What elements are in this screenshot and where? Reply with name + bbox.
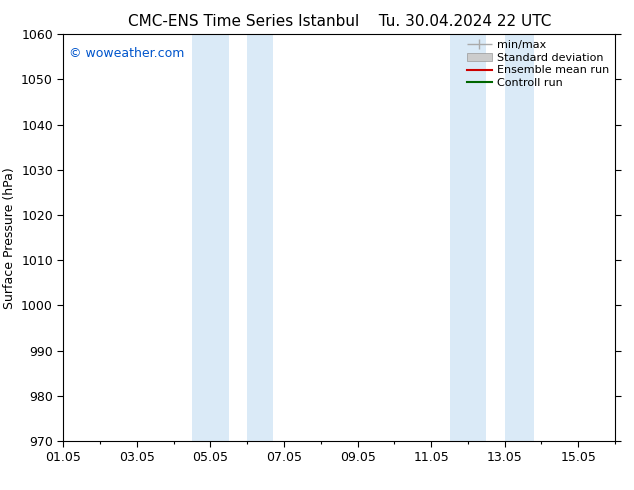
- Bar: [450, 34, 486, 441]
- Title: CMC-ENS Time Series Istanbul    Tu. 30.04.2024 22 UTC: CMC-ENS Time Series Istanbul Tu. 30.04.2…: [127, 14, 551, 29]
- Legend: min/max, Standard deviation, Ensemble mean run, Controll run: min/max, Standard deviation, Ensemble me…: [464, 37, 612, 92]
- Bar: [192, 34, 229, 441]
- Bar: [247, 34, 273, 441]
- Bar: [505, 34, 534, 441]
- Y-axis label: Surface Pressure (hPa): Surface Pressure (hPa): [3, 167, 16, 309]
- Text: © woweather.com: © woweather.com: [69, 47, 184, 59]
